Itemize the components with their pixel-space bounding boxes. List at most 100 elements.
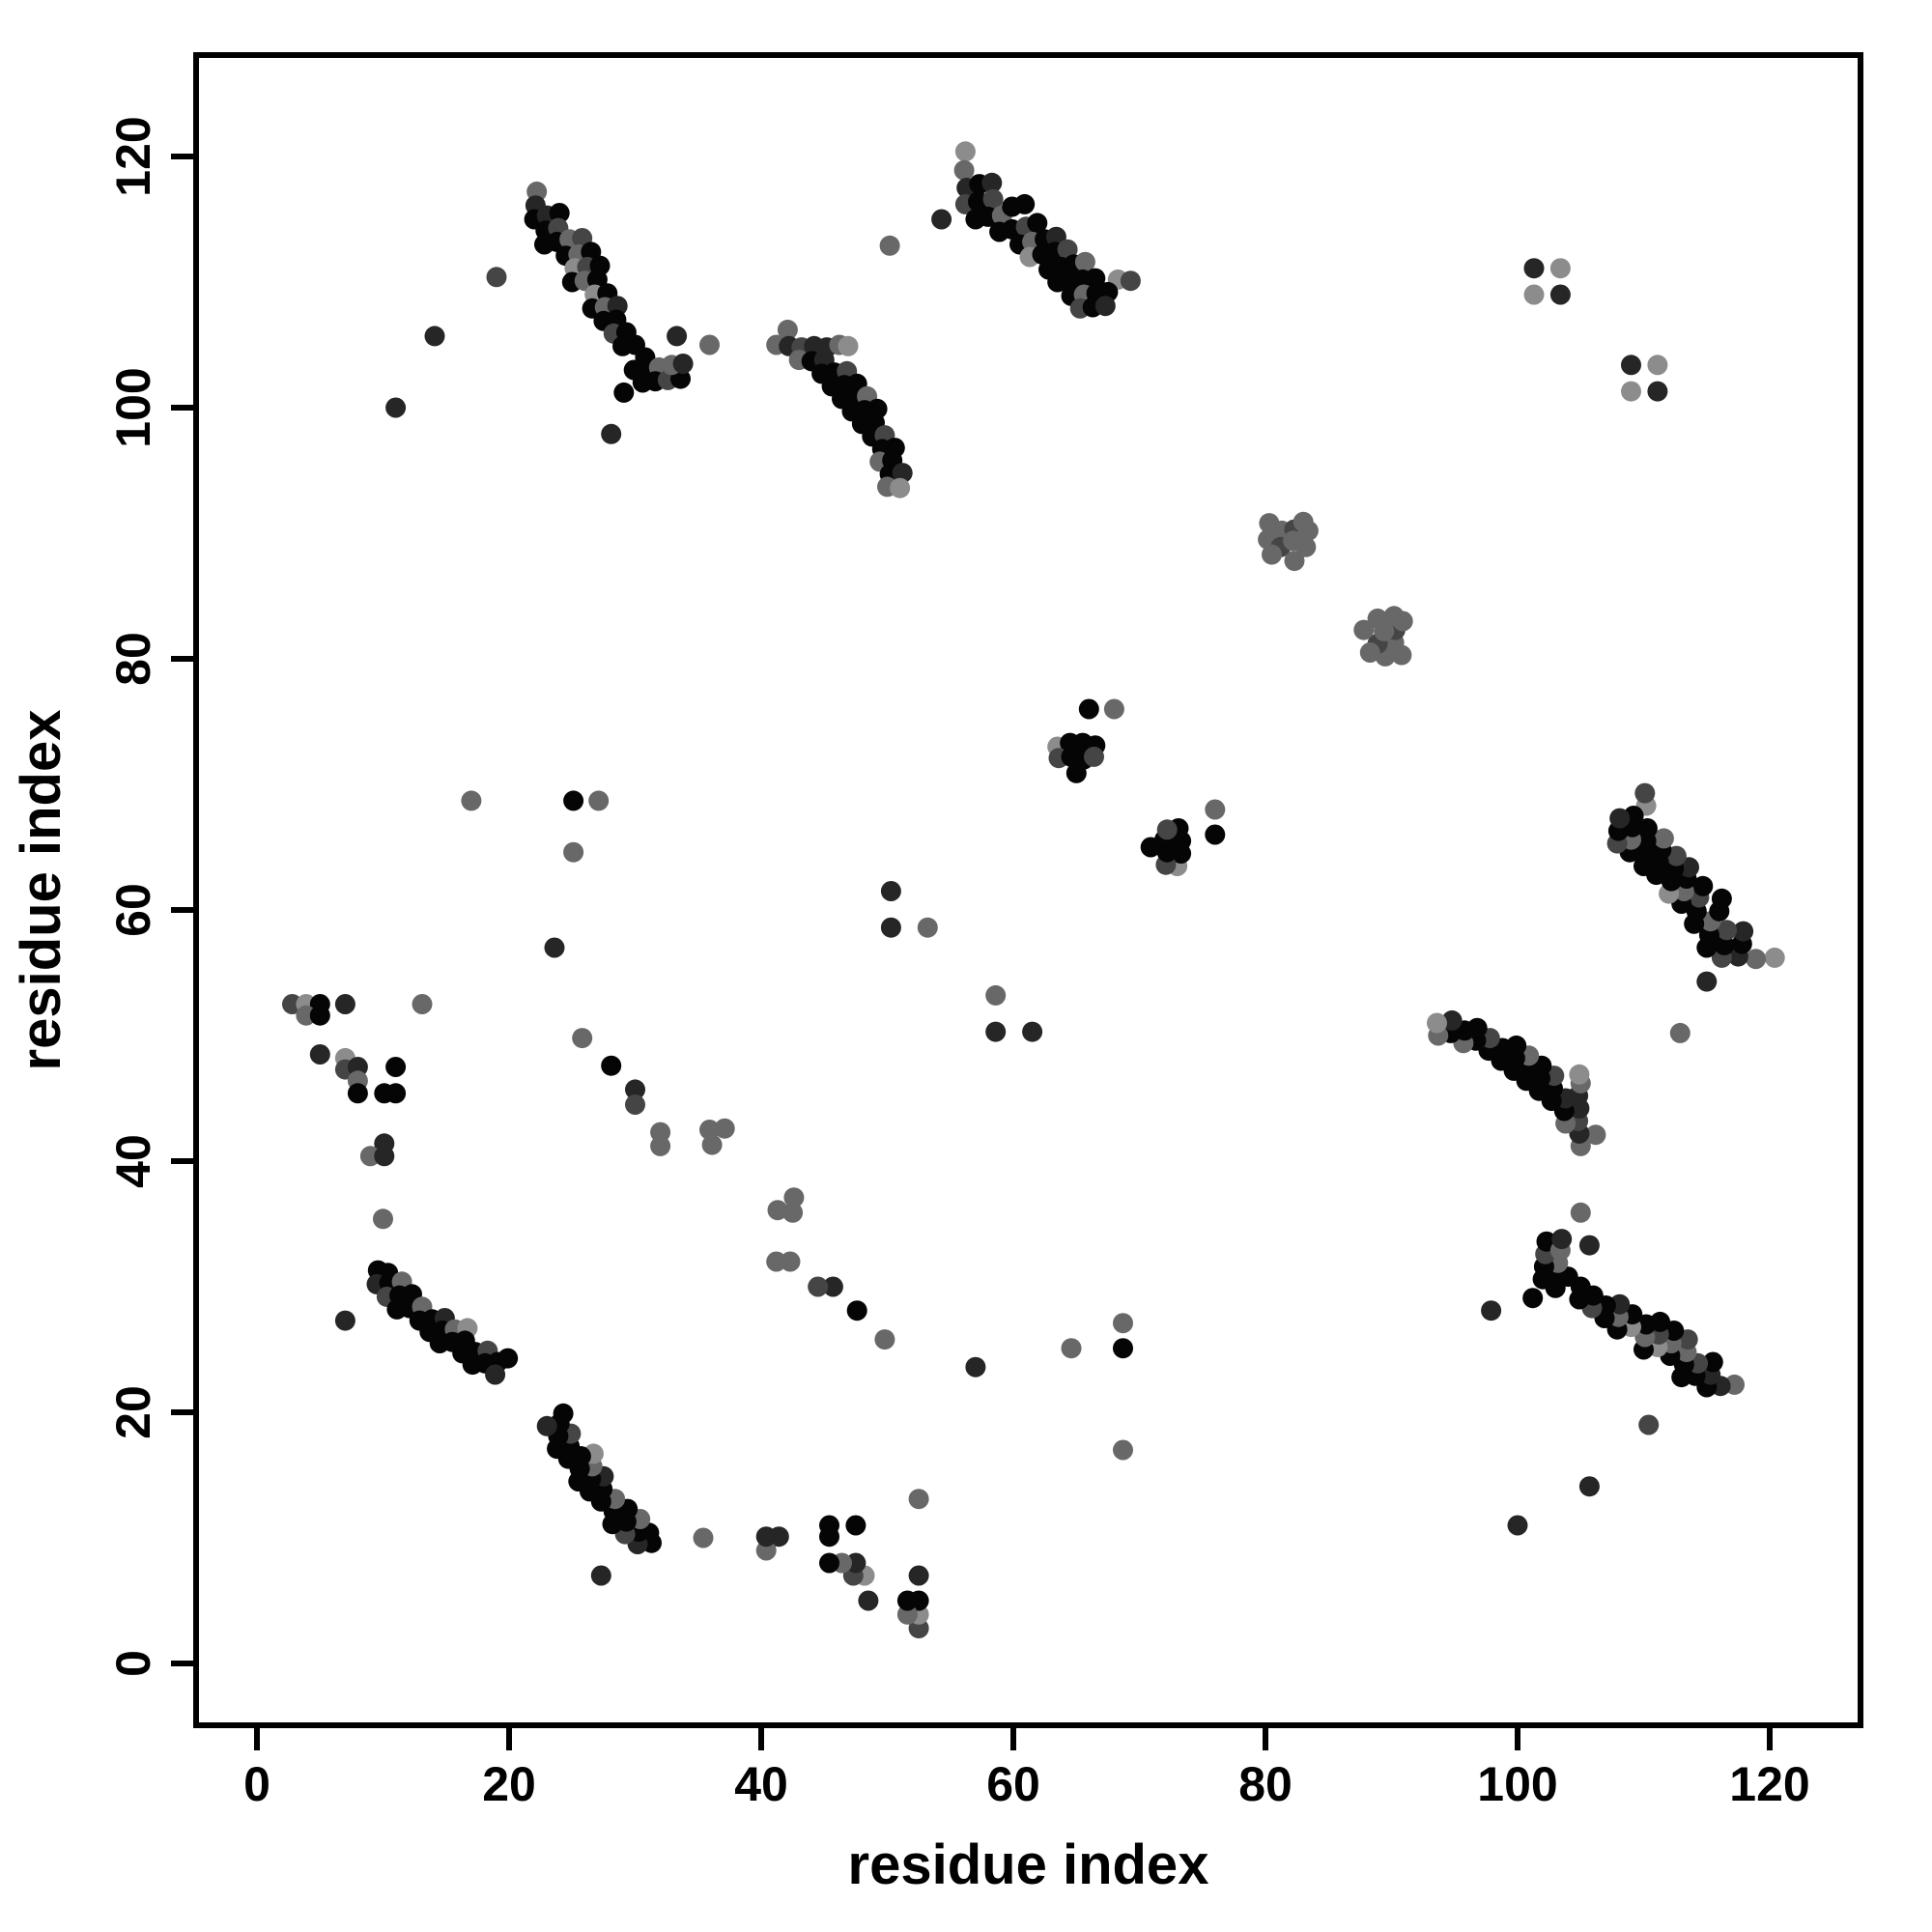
- data-point: [1205, 824, 1226, 845]
- data-point: [782, 1202, 804, 1223]
- data-point: [1714, 934, 1735, 955]
- data-point: [819, 1515, 839, 1536]
- data-point: [1746, 949, 1767, 970]
- data-point: [699, 334, 720, 355]
- data-point: [1061, 1338, 1082, 1359]
- data-point: [1717, 920, 1738, 941]
- data-point: [1392, 611, 1413, 632]
- data-point: [1549, 258, 1571, 279]
- data-point: [1427, 1012, 1447, 1034]
- y-tick-label: 80: [106, 632, 160, 686]
- data-point: [334, 994, 355, 1014]
- data-point: [1295, 536, 1317, 557]
- data-point: [1733, 921, 1754, 942]
- y-axis-tick-labels: 0 20 40 60 80 100 120: [106, 116, 160, 1677]
- data-point: [1367, 608, 1388, 629]
- data-point: [1638, 1414, 1660, 1435]
- data-point: [1609, 808, 1631, 829]
- x-tick-label: 60: [986, 1757, 1040, 1811]
- data-point: [486, 267, 507, 288]
- data-point: [1585, 1124, 1606, 1146]
- data-point: [385, 397, 407, 418]
- data-point: [672, 354, 694, 374]
- data-point: [699, 1120, 720, 1140]
- x-tick-label: 0: [243, 1757, 270, 1811]
- data-point: [347, 1083, 368, 1104]
- data-point: [613, 382, 635, 403]
- data-point: [385, 1083, 407, 1104]
- data-point: [601, 423, 622, 444]
- data-point: [1636, 818, 1658, 838]
- data-point: [1551, 1229, 1573, 1250]
- data-point: [1647, 355, 1668, 376]
- data-point: [714, 1118, 735, 1139]
- x-tick-label: 20: [482, 1757, 536, 1811]
- x-tick-label: 120: [1729, 1757, 1809, 1811]
- data-point: [845, 1515, 867, 1536]
- data-point: [667, 326, 688, 347]
- data-point: [497, 1348, 519, 1369]
- data-point: [693, 1527, 714, 1548]
- data-point: [1711, 888, 1732, 909]
- data-point: [1653, 828, 1674, 849]
- data-point: [858, 1590, 879, 1611]
- data-point: [1696, 971, 1718, 992]
- data-point: [981, 172, 1003, 193]
- data-point: [359, 1146, 381, 1167]
- data-point: [1156, 819, 1178, 840]
- data-point: [1014, 193, 1036, 214]
- data-point: [1353, 619, 1375, 640]
- data-point: [846, 1300, 867, 1321]
- data-point: [1140, 837, 1161, 858]
- data-point: [1523, 284, 1545, 305]
- data-point: [777, 319, 798, 340]
- data-point: [1262, 544, 1282, 565]
- data-point: [374, 1146, 395, 1167]
- data-point: [917, 917, 938, 938]
- data-point: [838, 335, 859, 356]
- y-tick-label: 40: [106, 1134, 160, 1188]
- data-point: [1078, 698, 1099, 720]
- data-point: [892, 463, 913, 484]
- data-point: [880, 881, 901, 901]
- data-point: [965, 1356, 986, 1378]
- data-point: [1569, 1064, 1590, 1085]
- plot-frame: [193, 52, 1863, 1728]
- y-tick-label: 100: [106, 367, 160, 447]
- data-point: [601, 1055, 622, 1076]
- data-point: [1634, 782, 1656, 804]
- data-point: [1113, 1439, 1133, 1461]
- y-tick-label: 20: [106, 1385, 160, 1439]
- data-point: [1084, 746, 1104, 767]
- data-point: [373, 1208, 393, 1230]
- data-point: [296, 1005, 317, 1026]
- data-point: [890, 477, 911, 498]
- data-point: [808, 1276, 829, 1297]
- data-point: [783, 1187, 805, 1208]
- x-tick-label: 40: [734, 1757, 788, 1811]
- data-point: [1027, 213, 1048, 234]
- x-axis-ticks: [254, 1725, 1773, 1750]
- data-point: [874, 1329, 895, 1350]
- data-point: [563, 790, 584, 811]
- data-point: [1549, 284, 1571, 305]
- data-point: [1205, 799, 1226, 820]
- data-point: [334, 1310, 355, 1331]
- y-tick-label: 120: [106, 116, 160, 196]
- data-point: [1074, 251, 1095, 272]
- data-point: [309, 1044, 330, 1065]
- data-point: [1065, 762, 1087, 783]
- data-point: [1621, 381, 1641, 402]
- data-point: [588, 790, 610, 811]
- data-point: [766, 1251, 787, 1272]
- data-point: [1441, 1009, 1463, 1031]
- data-point: [309, 1005, 330, 1026]
- data-point: [412, 994, 433, 1014]
- y-tick-label: 0: [106, 1650, 160, 1677]
- data-point: [880, 917, 901, 938]
- data-point: [1103, 698, 1124, 720]
- data-point: [544, 937, 565, 958]
- data-point: [755, 1526, 777, 1548]
- data-point: [1669, 1022, 1690, 1043]
